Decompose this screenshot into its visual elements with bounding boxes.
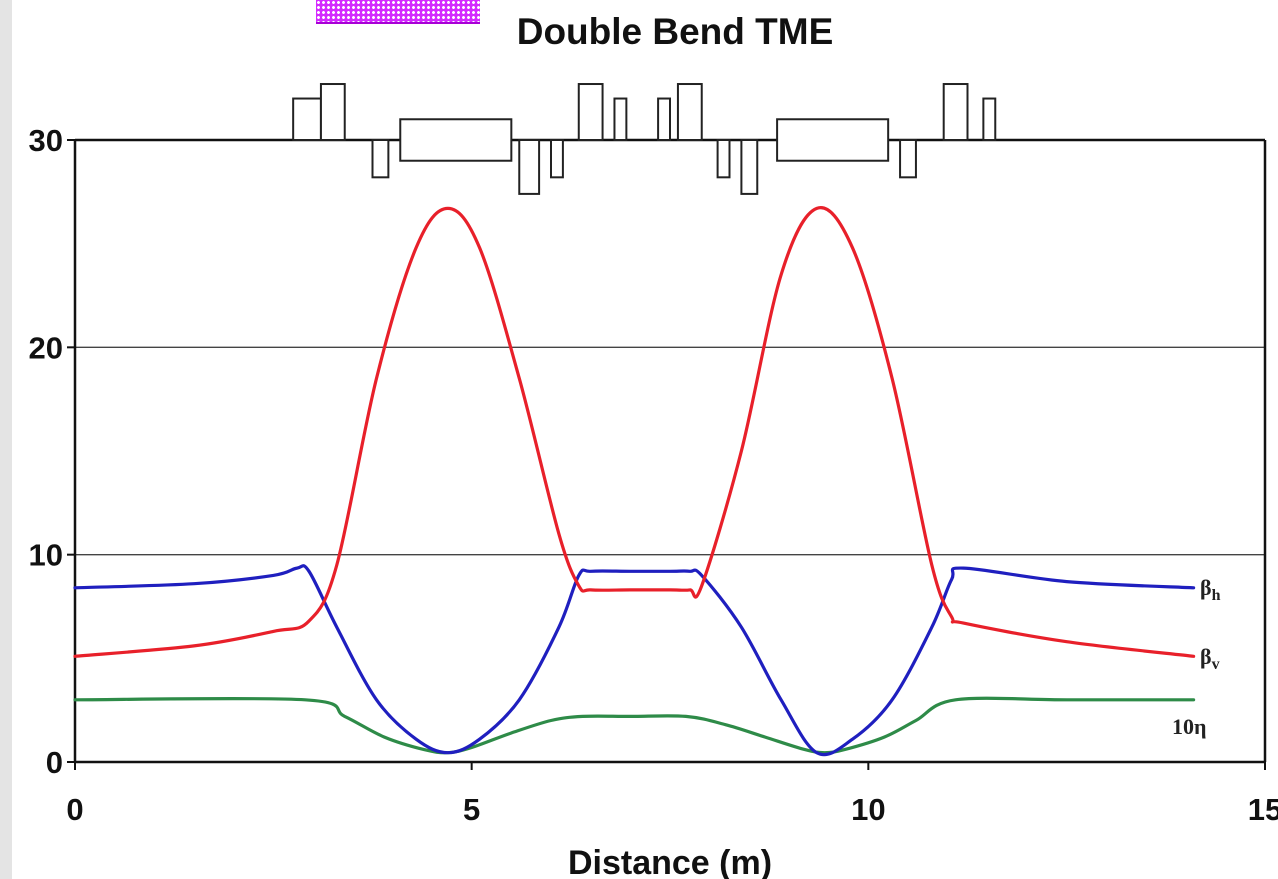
lattice-quadrupole-14 [942, 83, 969, 141]
lattice-quadrupole-10 [716, 139, 731, 179]
lattice-quadrupole-5 [550, 139, 564, 179]
y-tick-label-20: 20 [29, 330, 63, 365]
x-tick-label-0: 0 [66, 792, 83, 827]
chart-title: Double Bend TME [517, 11, 834, 52]
x-tick-label-5: 5 [463, 792, 480, 827]
lattice-quadrupole-8 [657, 97, 671, 141]
lattice-quadrupole-11 [740, 139, 759, 195]
lattice-quadrupole-2 [371, 139, 390, 179]
lattice-quadrupole-13 [899, 139, 917, 179]
data-series [73, 206, 1196, 757]
highlight-patch [316, 0, 480, 24]
y-tick-label-30: 30 [29, 123, 63, 158]
left-edge-strip [0, 0, 12, 879]
y-tick-label-0: 0 [46, 745, 63, 780]
series-label-beta-h: βh [1200, 575, 1221, 604]
lattice-elements [292, 83, 997, 195]
series-labels: βh βv 10η [1172, 575, 1221, 739]
x-tick-label-10: 10 [851, 792, 885, 827]
series-label-beta-v: βv [1200, 644, 1220, 673]
x-axis-title: Distance (m) [568, 844, 772, 879]
series-line-eta [73, 696, 1196, 755]
lattice-dipole-3 [399, 118, 513, 162]
lattice-quadrupole-1 [319, 83, 346, 141]
lattice-quadrupole-9 [676, 83, 703, 141]
grid-lines [75, 346, 1265, 556]
series-label-eta: 10η [1172, 714, 1207, 739]
series-label-beta-h-subscript: h [1212, 587, 1221, 604]
lattice-quadrupole-0 [292, 97, 322, 141]
y-tick-label-10: 10 [29, 538, 63, 573]
lattice-quadrupole-4 [518, 139, 541, 195]
lattice-quadrupole-7 [613, 97, 628, 141]
series-label-beta-v-subscript: v [1212, 656, 1220, 673]
series-line-beta-h [73, 564, 1196, 757]
lattice-quadrupole-15 [982, 97, 997, 141]
x-tick-label-15: 15 [1248, 792, 1278, 827]
series-line-beta-v [73, 206, 1196, 658]
lattice-quadrupole-6 [577, 83, 604, 141]
axis-ticks: 0 10 20 30 0 5 10 15 [29, 123, 1278, 827]
lattice-dipole-12 [776, 118, 890, 162]
